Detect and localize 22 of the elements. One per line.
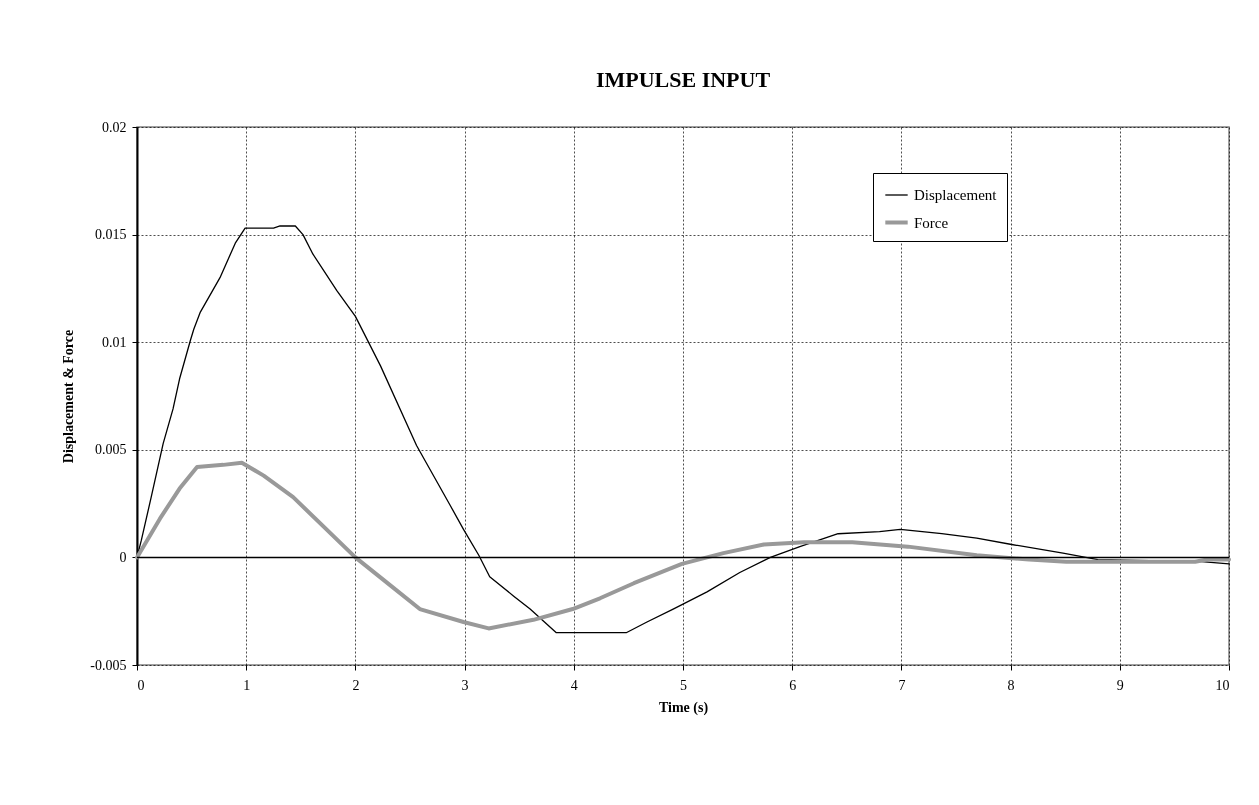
legend-label: Displacement	[914, 187, 998, 203]
y-tick-label: -0.005	[90, 657, 127, 673]
y-tick-label: 0.02	[102, 119, 127, 135]
chart-title: IMPULSE INPUT	[595, 67, 771, 92]
x-axis-title: Time (s)	[658, 699, 709, 716]
x-tick-label: 0	[137, 677, 145, 693]
y-axis-title: Displacement & Force	[61, 329, 77, 464]
y-tick-label: 0.005	[95, 442, 127, 458]
x-tick-label: 8	[1007, 677, 1015, 693]
y-tick-label: 0.015	[95, 227, 127, 243]
y-tick-label: 0	[119, 549, 127, 565]
x-tick-label: 10	[1215, 677, 1230, 693]
x-tick-label: 9	[1116, 677, 1124, 693]
x-tick-label: 1	[243, 677, 251, 693]
x-tick-label: 3	[461, 677, 469, 693]
legend-label: Force	[914, 214, 949, 231]
y-tick-label: 0.01	[102, 334, 127, 350]
x-tick-label: 6	[789, 677, 797, 693]
x-tick-label: 5	[680, 677, 687, 693]
x-tick-label: 4	[570, 677, 578, 693]
x-tick-label: 7	[898, 677, 906, 693]
x-tick-label: 2	[352, 677, 360, 693]
